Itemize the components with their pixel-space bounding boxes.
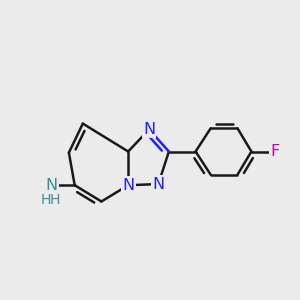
Text: F: F bbox=[270, 144, 279, 159]
Text: N: N bbox=[143, 122, 155, 137]
Text: N: N bbox=[122, 178, 134, 193]
Text: H: H bbox=[40, 193, 51, 207]
Text: N: N bbox=[45, 178, 58, 193]
Text: N: N bbox=[152, 176, 164, 191]
Text: H: H bbox=[50, 193, 60, 207]
